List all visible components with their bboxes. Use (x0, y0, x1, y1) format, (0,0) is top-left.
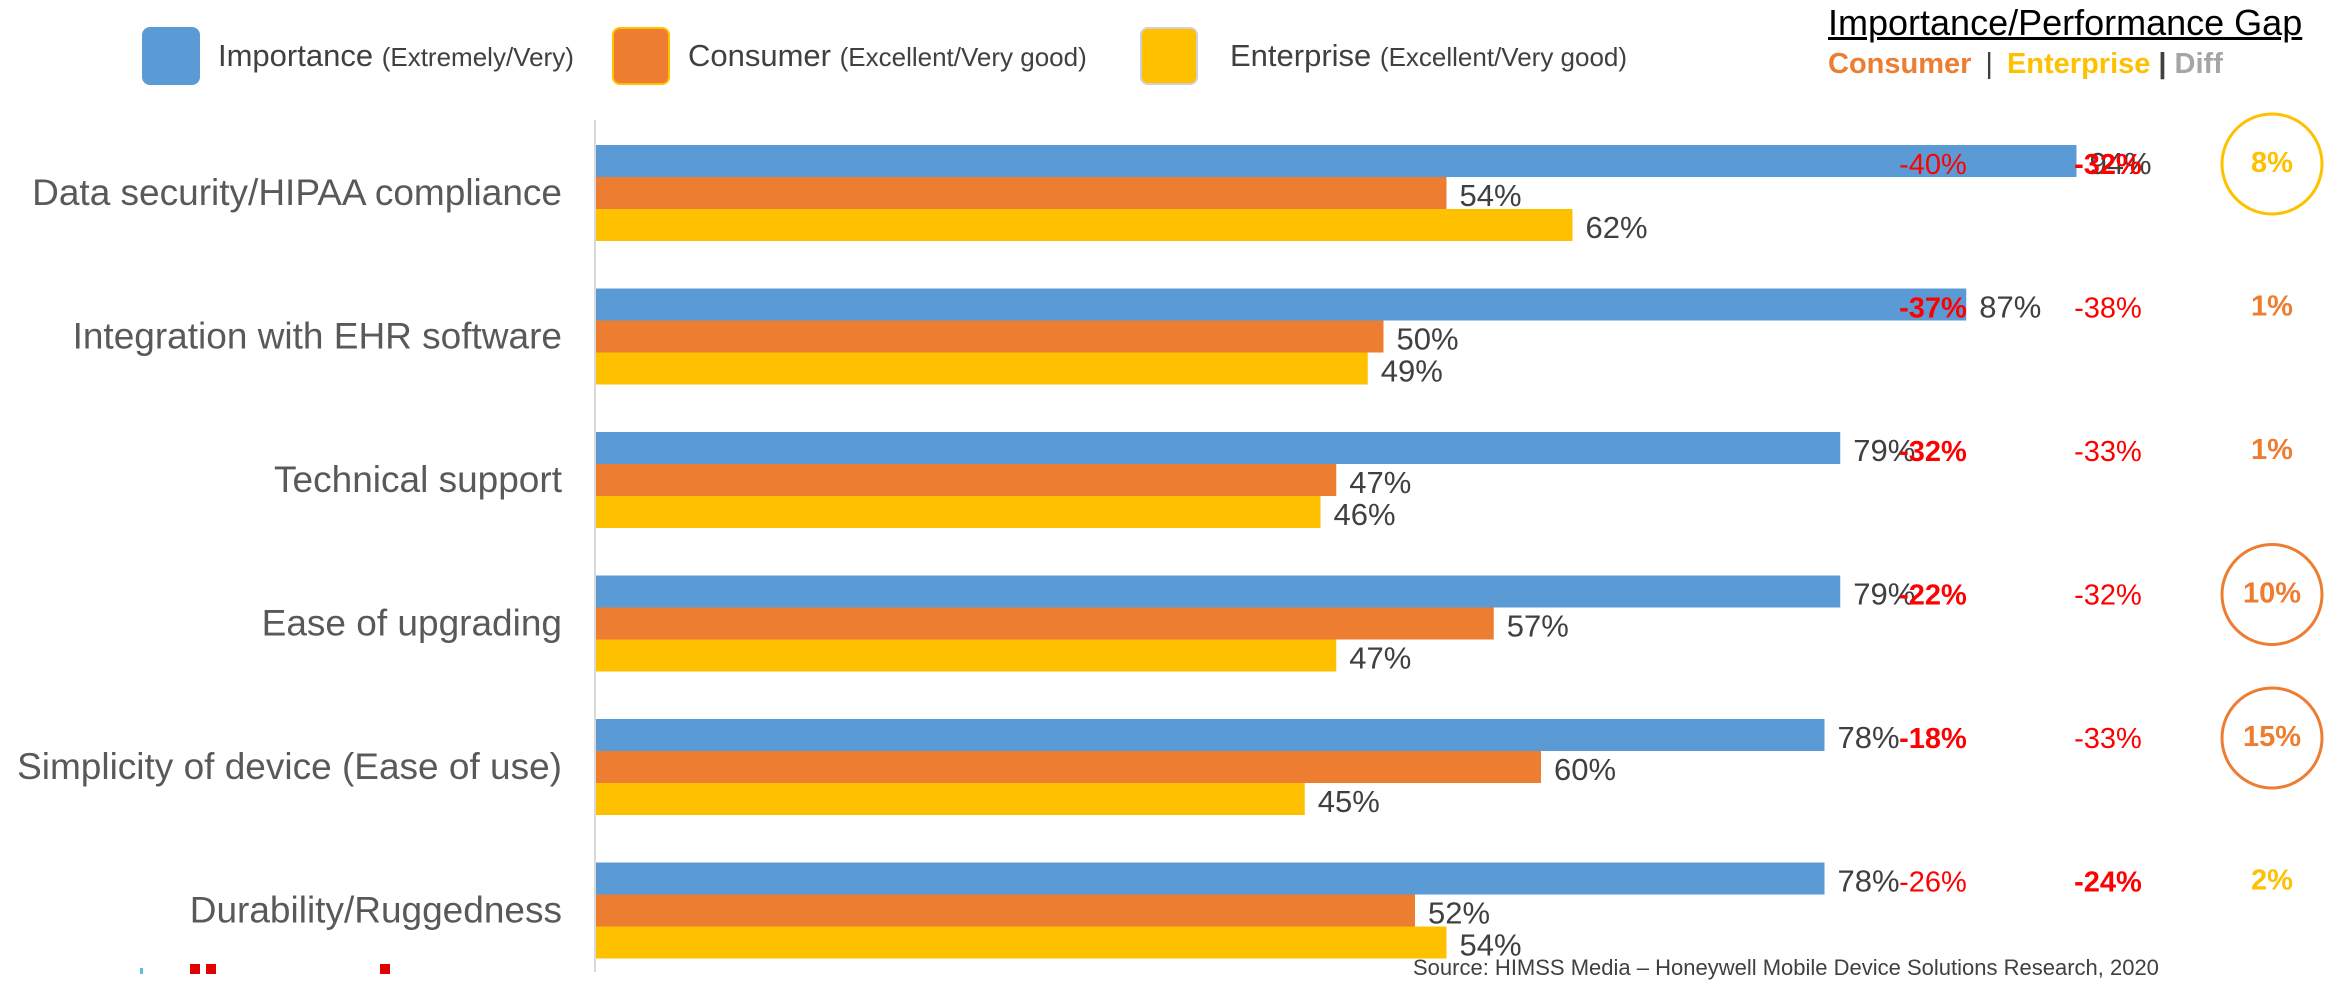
gap-diff-value: 10% (2243, 578, 2301, 610)
bar-importance (596, 862, 1825, 895)
category-label: Data security/HIPAA compliance (32, 172, 562, 213)
data-label-consumer: 54% (1460, 178, 1522, 213)
data-label-enterprise: 47% (1349, 641, 1411, 676)
bar-importance (596, 575, 1841, 608)
bar-consumer (596, 464, 1337, 496)
legend-swatch-importance (142, 27, 200, 85)
gap-panel-header: Consumer | Enterprise | Diff (1828, 48, 2223, 81)
bar-enterprise (596, 352, 1368, 385)
gap-enterprise-value: -33% (2074, 723, 2142, 755)
diff-highlight-circle (2220, 543, 2324, 646)
gap-panel-title: Importance/Performance Gap (1828, 2, 2303, 43)
diff-highlight-circle (2220, 686, 2324, 790)
gap-diff-value: 1% (2251, 434, 2293, 466)
bar-consumer (596, 177, 1447, 209)
legend-consumer: Consumer (Excellent/Very good) (612, 24, 1087, 88)
bar-importance (596, 288, 1967, 321)
gap-header-enterprise: Enterprise (2006, 48, 2151, 80)
legend-label-enterprise: Enterprise (Excellent/Very good) (1230, 38, 1628, 73)
bar-importance (596, 145, 2077, 177)
data-label-importance: 78% (1838, 720, 1900, 755)
data-label-enterprise: 54% (1460, 928, 1522, 963)
bar-enterprise (596, 496, 1321, 528)
data-label-enterprise: 45% (1318, 784, 1380, 819)
gap-consumer-value: -18% (1899, 723, 1967, 755)
bar-enterprise (596, 926, 1447, 959)
category-label: Durability/Ruggedness (190, 890, 562, 931)
gap-consumer-value: -37% (1899, 293, 1967, 325)
data-label-importance: 78% (1838, 864, 1900, 899)
category-label: Technical support (274, 459, 563, 500)
gap-diff-value: 1% (2251, 291, 2293, 323)
brand-logo (140, 964, 390, 974)
bar-enterprise (596, 783, 1305, 815)
data-label-consumer: 52% (1428, 896, 1490, 931)
bar-consumer (596, 607, 1494, 640)
legend-enterprise: Enterprise (Excellent/Very good) (1140, 24, 1627, 88)
legend-importance: Importance (Extremely/Very) (142, 24, 574, 88)
data-label-importance: 79% (1853, 577, 1915, 612)
gap-enterprise-value: -33% (2074, 436, 2142, 468)
data-label-consumer: 57% (1507, 609, 1569, 644)
category-label: Simplicity of device (Ease of use) (17, 746, 562, 787)
gap-diff-value: 15% (2243, 721, 2301, 753)
category-label: Integration with EHR software (73, 316, 562, 357)
bar-importance (596, 719, 1825, 751)
data-label-importance: 94% (2090, 146, 2152, 181)
gap-consumer-value: -26% (1899, 867, 1967, 899)
legend-label-consumer: Consumer (Excellent/Very good) (688, 38, 1087, 73)
bar-consumer (596, 751, 1541, 783)
gap-header-diff: Diff (2174, 48, 2223, 80)
gap-diff-value: 8% (2251, 147, 2293, 179)
gap-header-separator: | (1985, 48, 1993, 80)
data-label-enterprise: 49% (1381, 354, 1443, 389)
gap-enterprise-value: -24% (2074, 867, 2142, 899)
data-label-enterprise: 62% (1586, 210, 1648, 245)
gap-enterprise-value: -32% (2074, 580, 2142, 612)
source-note: Source: HIMSS Media – Honeywell Mobile D… (1413, 955, 2159, 980)
gap-enterprise-value: -38% (2074, 293, 2142, 325)
data-label-importance: 79% (1853, 433, 1915, 468)
gap-header-separator-2: | (2158, 48, 2167, 80)
gap-consumer-value: -40% (1899, 149, 1967, 181)
legend-swatch-consumer (612, 27, 670, 85)
gap-consumer-value: -32% (1899, 436, 1967, 468)
bar-consumer (596, 320, 1384, 353)
legend-label-importance: Importance (Extremely/Very) (218, 38, 574, 73)
gap-consumer-value: -22% (1899, 580, 1967, 612)
bar-enterprise (596, 209, 1573, 241)
diff-highlight-circle (2220, 112, 2324, 216)
bar-enterprise (596, 639, 1337, 672)
category-label: Ease of upgrading (262, 603, 562, 644)
data-label-consumer: 50% (1397, 322, 1459, 357)
data-label-consumer: 47% (1349, 465, 1411, 500)
data-label-enterprise: 46% (1334, 497, 1396, 532)
data-label-consumer: 60% (1554, 752, 1616, 787)
bar-importance (596, 432, 1841, 464)
gap-header-consumer: Consumer (1828, 48, 1972, 80)
legend-swatch-enterprise (1140, 27, 1198, 85)
gap-enterprise-value: -32% (2074, 149, 2142, 181)
bar-consumer (596, 894, 1415, 927)
data-label-importance: 87% (1979, 290, 2041, 325)
gap-diff-value: 2% (2251, 865, 2293, 897)
